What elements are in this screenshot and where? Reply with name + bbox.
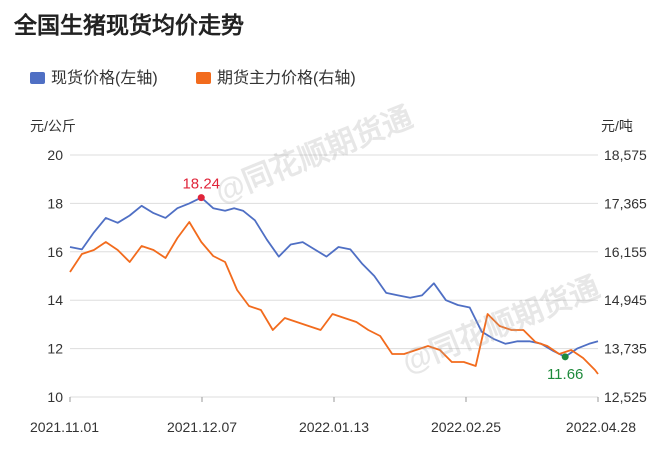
left-axis-tick-label: 16 bbox=[47, 244, 63, 260]
legend-label-futures: 期货主力价格(右轴) bbox=[217, 70, 356, 87]
x-axis-tick-label: 2021.12.07 bbox=[167, 419, 237, 435]
right-axis-tick-label: 12,525 bbox=[604, 389, 647, 405]
x-axis-tick-label: 2022.01.13 bbox=[299, 419, 369, 435]
max-point-label: 18.24 bbox=[182, 176, 220, 193]
futures-price-line bbox=[69, 221, 599, 375]
min-point-marker bbox=[561, 353, 569, 361]
spot-price-line bbox=[69, 196, 599, 358]
chart-title: 全国生猪现货均价走势 bbox=[14, 12, 244, 38]
right-axis-tick-label: 16,155 bbox=[604, 244, 647, 260]
legend-swatch-futures bbox=[196, 72, 211, 84]
left-axis-tick-label: 14 bbox=[47, 292, 63, 308]
left-axis-tick-label: 12 bbox=[47, 341, 63, 357]
left-axis-tick-label: 18 bbox=[47, 195, 63, 211]
left-axis-tick-label: 10 bbox=[47, 389, 63, 405]
max-point-marker bbox=[197, 194, 205, 202]
right-axis-tick-label: 17,365 bbox=[604, 195, 647, 211]
legend-swatch-spot bbox=[30, 72, 45, 84]
legend-item-spot-price[interactable]: 现货价格(左轴) bbox=[30, 64, 158, 88]
right-axis-unit: 元/吨 bbox=[601, 118, 633, 134]
right-axis-tick-label: 14,945 bbox=[604, 292, 647, 308]
right-axis-tick-label: 13,735 bbox=[604, 341, 647, 357]
legend-item-futures-price[interactable]: 期货主力价格(右轴) bbox=[196, 64, 356, 88]
x-axis-tick-label: 2021.11.01 bbox=[30, 419, 99, 435]
x-axis-tick-label: 2022.04.28 bbox=[566, 419, 636, 435]
left-axis-unit: 元/公斤 bbox=[30, 118, 76, 134]
left-axis-tick-label: 20 bbox=[47, 147, 63, 163]
min-point-label: 11.66 bbox=[547, 366, 583, 383]
right-axis-tick-label: 18,575 bbox=[604, 147, 647, 163]
legend-label-spot: 现货价格(左轴) bbox=[51, 70, 158, 87]
x-axis-tick-label: 2022.02.25 bbox=[431, 419, 501, 435]
